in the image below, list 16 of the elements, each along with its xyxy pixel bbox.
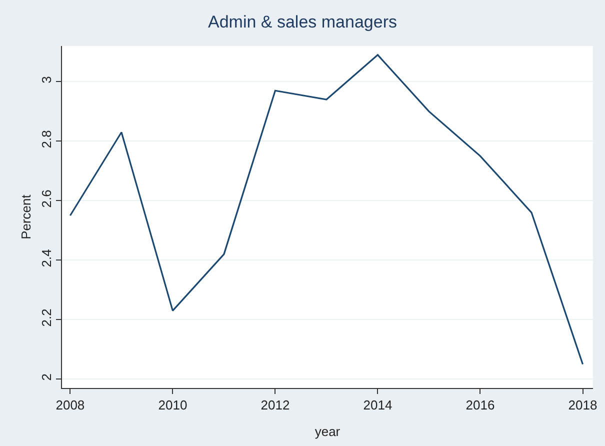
x-tick-label: 2012	[260, 398, 290, 413]
y-tick-label: 2.6	[38, 190, 54, 208]
x-tick-label: 2008	[56, 398, 85, 413]
y-tick-label: 2	[38, 374, 54, 381]
line-series	[69, 54, 584, 366]
y-axis-title: Percent	[18, 194, 34, 240]
x-tick-label: 2018	[568, 398, 598, 413]
x-tick-label: 2010	[158, 398, 188, 413]
x-tick-label: 2016	[466, 398, 495, 413]
y-tick-label: 3	[38, 76, 54, 84]
y-tick-label: 2.2	[38, 308, 54, 327]
x-axis-title: year	[314, 424, 341, 440]
x-tick-label: 2014	[363, 398, 392, 413]
chart-title: Admin & sales managers	[208, 12, 397, 32]
y-tick-label: 2.4	[38, 249, 54, 268]
y-tick-label: 2.8	[38, 130, 54, 148]
